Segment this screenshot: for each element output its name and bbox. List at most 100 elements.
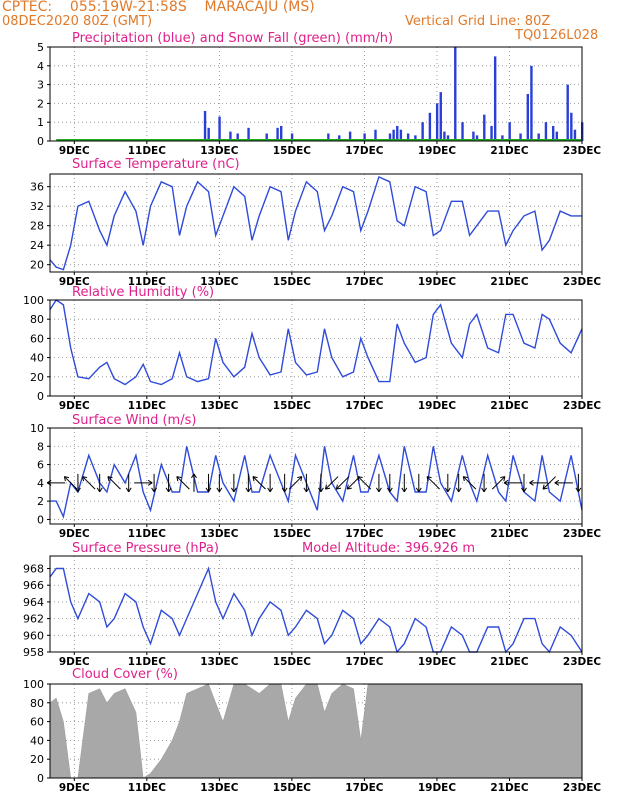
x-tick-label: 13DEC [200, 145, 239, 157]
x-tick-label: 11DEC [128, 276, 167, 288]
y-tick-label: 40 [30, 734, 44, 747]
x-tick-label: 13DEC [200, 656, 239, 668]
panel-0 [47, 46, 584, 144]
wind-arrow [554, 479, 573, 486]
wind-arrow [96, 473, 103, 493]
y-tick-label: 964 [23, 596, 44, 609]
precip-bar [218, 116, 221, 141]
wind-arrow [151, 473, 158, 493]
y-tick-label: 20 [30, 371, 44, 384]
x-tick-label: 11DEC [128, 528, 167, 540]
x-tick-label: 9DEC [59, 400, 90, 412]
precip-bar [461, 122, 464, 141]
y-tick-label: 1 [37, 116, 44, 129]
y-tick-label: 60 [30, 716, 44, 729]
station-header: CPTEC: 055:19W-21:58S MARACAJU (MS) [2, 0, 315, 15]
precip-bar [392, 129, 395, 141]
x-tick-label: 15DEC [273, 400, 312, 412]
y-tick-label: 3 [37, 79, 44, 92]
x-tick-label: 13DEC [200, 528, 239, 540]
x-tick-label: 9DEC [59, 276, 90, 288]
x-tick-label: 19DEC [418, 528, 457, 540]
x-tick-label: 21DEC [490, 276, 529, 288]
panel-title: Cloud Cover (%) [72, 667, 178, 682]
y-tick-label: 24 [30, 239, 44, 252]
panel-title: Surface Temperature (nC) [72, 157, 240, 172]
y-tick-label: 0 [37, 772, 44, 785]
y-tick-label: 28 [30, 220, 44, 233]
run-date: 08DEC2020 80Z (GMT) [2, 14, 153, 29]
wind-arrow [462, 476, 477, 490]
wind-arrow [375, 473, 382, 493]
precip-bar [414, 135, 417, 141]
wind-arrow [415, 473, 422, 493]
precip-bar [421, 122, 424, 141]
x-tick-label: 21DEC [490, 782, 529, 794]
grid-note: Vertical Grid Line: 80Z [405, 14, 551, 29]
panel-frame [49, 46, 583, 142]
panel-2 [47, 299, 583, 399]
x-tick-label: 23DEC [563, 528, 602, 540]
wind-arrow [317, 473, 324, 493]
panel-title: Relative Humidity (%) [72, 285, 214, 300]
wind-arrow [125, 473, 132, 493]
y-tick-label: 10 [30, 422, 44, 435]
panel-4 [47, 555, 583, 655]
precip-bar [338, 135, 341, 141]
panel-annotation: Model Altitude: 396.926 m [302, 541, 475, 556]
y-tick-label: 20 [30, 753, 44, 766]
wind-arrow [401, 473, 408, 493]
y-tick-label: 36 [30, 181, 44, 194]
x-tick-label: 15DEC [273, 145, 312, 157]
cloud-area [49, 683, 583, 779]
panel-3 [46, 427, 583, 527]
wind-arrow [444, 473, 451, 493]
y-tick-label: 100 [23, 678, 44, 691]
series-line [50, 446, 583, 519]
x-tick-label: 9DEC [59, 528, 90, 540]
y-tick-label: 4 [37, 477, 44, 490]
y-tick-label: 80 [30, 313, 44, 326]
precip-bar [247, 127, 250, 141]
y-tick-label: 40 [30, 352, 44, 365]
y-tick-label: 4 [37, 60, 44, 73]
wind-arrow [252, 476, 266, 490]
y-tick-label: 0 [37, 513, 44, 526]
wind-arrow [335, 476, 350, 490]
wind-arrow [82, 476, 96, 490]
x-tick-label: 19DEC [418, 145, 457, 157]
panel-title: Precipitation (blue) and Snow Fall (gree… [72, 31, 393, 46]
y-tick-label: 966 [23, 579, 44, 592]
precip-bar [399, 129, 403, 141]
wind-arrow [267, 473, 274, 493]
x-tick-label: 17DEC [345, 656, 384, 668]
precip-bar [490, 125, 493, 141]
precip-bar [551, 125, 555, 141]
x-tick-label: 11DEC [128, 145, 167, 157]
x-tick-label: 19DEC [418, 276, 457, 288]
precip-bar [290, 133, 294, 141]
x-tick-label: 17DEC [345, 528, 384, 540]
y-tick-label: 962 [23, 613, 44, 626]
y-tick-label: 80 [30, 697, 44, 710]
y-tick-label: 5 [37, 41, 44, 54]
x-tick-label: 21DEC [490, 528, 529, 540]
precip-bar [363, 133, 366, 141]
precip-bar [396, 125, 399, 141]
panel-frame [49, 683, 583, 779]
x-tick-label: 15DEC [273, 276, 312, 288]
precip-bar [203, 110, 207, 141]
precip-bar [374, 129, 377, 141]
precip-bar [493, 56, 497, 141]
y-tick-label: 0 [37, 135, 44, 148]
precip-bar [537, 133, 540, 141]
precip-bar [348, 131, 352, 141]
precip-bar [570, 112, 573, 141]
precip-bar [236, 133, 239, 141]
wind-arrow [491, 476, 506, 490]
series-line [49, 566, 583, 654]
wind-arrow [230, 473, 237, 493]
panel-frame [49, 555, 583, 653]
wind-arrow [205, 473, 212, 493]
precip-bar [446, 135, 450, 141]
